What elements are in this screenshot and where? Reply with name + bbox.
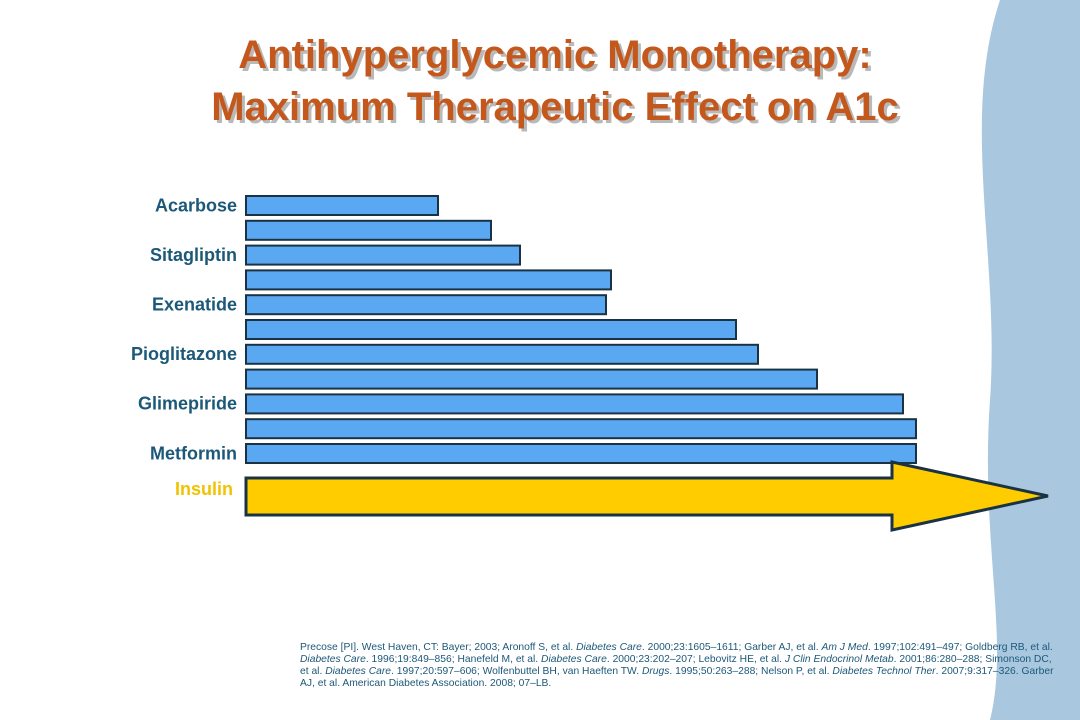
category-label: Sitagliptin <box>150 245 237 265</box>
bar <box>245 343 759 365</box>
category-label: Pioglitazone <box>131 344 237 364</box>
chart-title: Maximum Therapeutic Effect on A1c <box>211 85 899 129</box>
bar <box>245 269 612 291</box>
footnote-part: Diabetes Care <box>576 642 642 653</box>
footnote-part: . 2001;86:280–288; Simonson DC, et al. <box>300 654 1052 677</box>
footnote-part: . 2000;23:1605–1611; Garber AJ, et al. <box>641 642 822 653</box>
footnote-part: . 1995;50:263–288; Nelson P, et al. <box>669 666 833 677</box>
bar <box>245 418 917 440</box>
footnote-part: Precose [PI]. West Haven, CT: Bayer; 200… <box>300 642 577 653</box>
footnote-part: . 1997;102:491–497; Goldberg RB, et al. <box>867 642 1053 653</box>
bar <box>245 244 521 266</box>
arrow-label: Insulin <box>175 479 233 499</box>
category-label: Metformin <box>150 443 237 463</box>
footnote-part: Diabetes Care <box>300 654 366 665</box>
title-shadow: Antihyperglycemic Monotherapy: <box>241 36 874 80</box>
arrow <box>244 460 1049 532</box>
bar <box>245 368 818 390</box>
bar <box>245 319 737 340</box>
footnote-part: Diabetes Care <box>541 654 607 665</box>
footnote-part: Drugs <box>641 666 670 677</box>
footnote: Precose [PI]. West Haven, CT: Bayer; 200… <box>300 642 1060 690</box>
category-label: Exenatide <box>152 294 237 314</box>
decor-wave <box>981 0 1080 720</box>
bar <box>245 294 607 316</box>
footnote-part: . 2007;9:317–326. Garber AJ, et al. Amer… <box>300 666 1054 689</box>
title-shadow: Maximum Therapeutic Effect on A1c <box>214 88 902 132</box>
footnote-part: . 1996;19:849–856; Hanefeld M, et al. <box>365 654 542 665</box>
footnote-part: . 2000;23:202–207; Lebovitz HE, et al. <box>606 654 785 665</box>
bar <box>245 393 904 415</box>
category-label: Acarbose <box>155 195 237 215</box>
category-label: Glimepiride <box>138 394 237 414</box>
chart-title: Antihyperglycemic Monotherapy: <box>238 33 871 77</box>
footnote-part: Diabetes Care <box>325 666 392 677</box>
footnote-part: Diabetes Technol Ther <box>832 666 936 677</box>
bar <box>245 219 492 241</box>
footnote-part: . 1997;20:597–606; Wolfenbuttel BH, van … <box>391 666 642 677</box>
bar <box>245 195 439 216</box>
footnote-part: J Clin Endocrinol Metab <box>784 654 894 665</box>
footnote-part: Am J Med <box>821 642 868 653</box>
bar <box>245 443 917 464</box>
